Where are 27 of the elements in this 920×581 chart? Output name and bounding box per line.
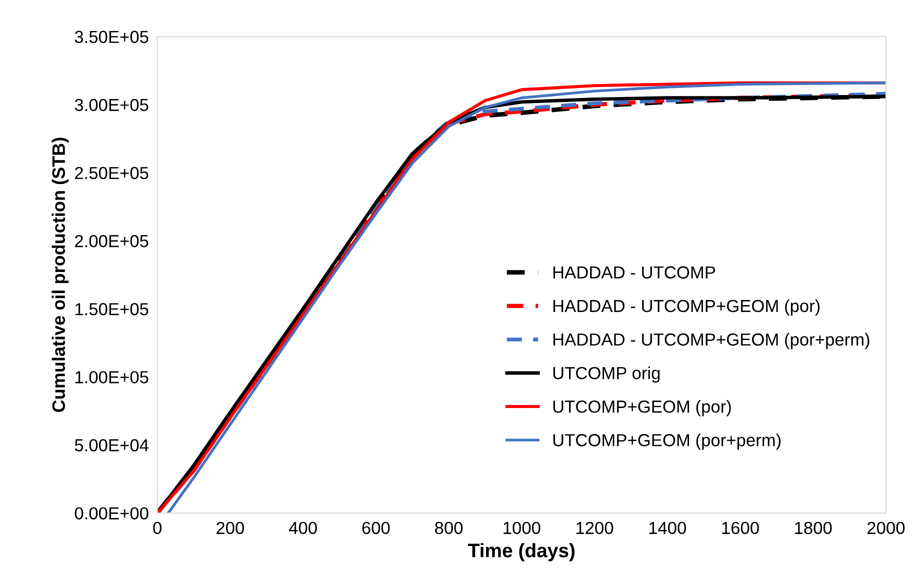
legend-label: HADDAD - UTCOMP+GEOM (por) (553, 299, 820, 316)
y-tick-label: 2.50E+05 (75, 166, 148, 180)
x-tick-label: 2000 (868, 522, 905, 534)
legend-label: UTCOMP+GEOM (por) (553, 400, 731, 416)
x-tick-label: 1200 (576, 522, 614, 534)
y-tick-label: 0.00E+00 (74, 507, 148, 520)
x-tick-label: 1400 (649, 522, 686, 534)
legend-label: HADDAD - UTCOMP (553, 266, 716, 279)
x-tick-label: 1600 (722, 522, 759, 534)
y-axis-title: Cumulative oil production (STB) (52, 138, 69, 412)
y-tick-label: 1.00E+05 (75, 371, 148, 384)
x-tick-label: 200 (216, 522, 244, 534)
legend-label: HADDAD - UTCOMP+GEOM (por+perm) (553, 332, 870, 350)
y-tick-label: 3.00E+05 (74, 98, 148, 112)
y-tick-label: 2.00E+05 (75, 234, 148, 248)
y-tick-label: 5.00E+04 (74, 439, 148, 452)
x-tick-label: 400 (288, 522, 317, 534)
x-tick-label: 0 (153, 522, 162, 534)
x-tick-label: 600 (362, 522, 390, 534)
x-tick-label: 800 (435, 522, 463, 534)
y-tick-label: 1.50E+05 (75, 303, 148, 316)
x-tick-label: 1000 (504, 522, 540, 534)
legend-label: UTCOMP orig (553, 366, 660, 383)
y-tick-label: 3.50E+05 (74, 30, 148, 44)
x-tick-label: 1800 (795, 522, 832, 534)
legend-label: UTCOMP+GEOM (por+perm) (553, 434, 781, 450)
x-axis-title: Time (days) (468, 543, 575, 562)
